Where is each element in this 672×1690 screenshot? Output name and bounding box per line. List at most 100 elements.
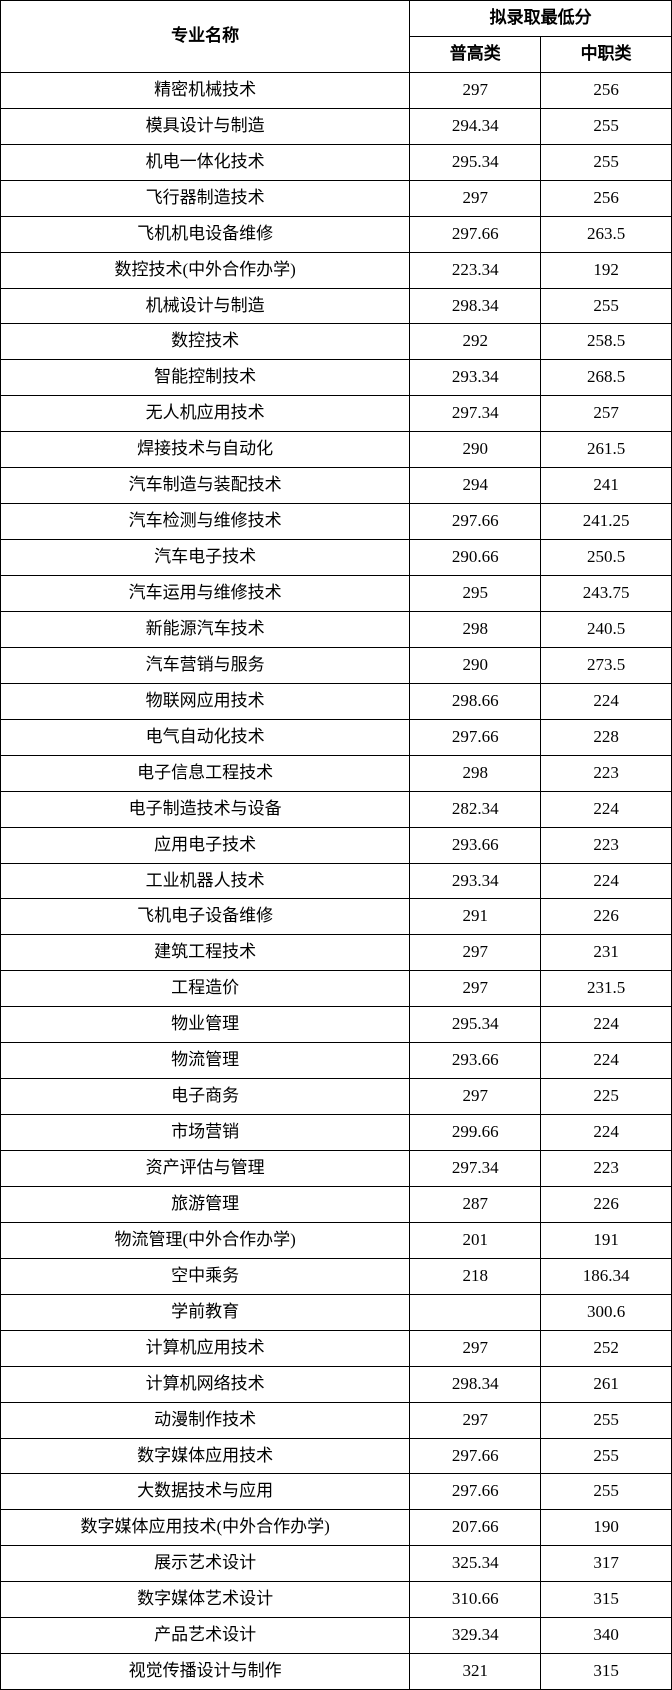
header-major: 专业名称 [1,1,410,73]
cell-zhongzhi-score: 300.6 [541,1294,672,1330]
table-row: 电子制造技术与设备282.34224 [1,791,672,827]
table-row: 电气自动化技术297.66228 [1,719,672,755]
cell-major: 汽车营销与服务 [1,647,410,683]
cell-zhongzhi-score: 258.5 [541,324,672,360]
cell-major: 飞机电子设备维修 [1,899,410,935]
cell-pugao-score: 321 [410,1654,541,1690]
cell-major: 电气自动化技术 [1,719,410,755]
cell-major: 新能源汽车技术 [1,611,410,647]
cell-zhongzhi-score: 256 [541,180,672,216]
cell-pugao-score: 290 [410,432,541,468]
table-row: 电子商务297225 [1,1079,672,1115]
table-row: 汽车营销与服务290273.5 [1,647,672,683]
header-score-group: 拟录取最低分 [410,1,672,37]
cell-major: 数控技术(中外合作办学) [1,252,410,288]
cell-zhongzhi-score: 315 [541,1582,672,1618]
cell-zhongzhi-score: 250.5 [541,540,672,576]
cell-zhongzhi-score: 223 [541,1151,672,1187]
cell-pugao-score: 207.66 [410,1510,541,1546]
table-row: 展示艺术设计325.34317 [1,1546,672,1582]
cell-pugao-score: 292 [410,324,541,360]
table-row: 视觉传播设计与制作321315 [1,1654,672,1690]
cell-zhongzhi-score: 255 [541,1438,672,1474]
table-row: 汽车制造与装配技术294241 [1,468,672,504]
table-row: 汽车运用与维修技术295243.75 [1,576,672,612]
cell-major: 空中乘务 [1,1258,410,1294]
cell-zhongzhi-score: 255 [541,288,672,324]
cell-major: 电子商务 [1,1079,410,1115]
table-row: 智能控制技术293.34268.5 [1,360,672,396]
cell-pugao-score: 295.34 [410,144,541,180]
table-row: 物业管理295.34224 [1,1007,672,1043]
cell-pugao-score: 297 [410,935,541,971]
table-row: 汽车电子技术290.66250.5 [1,540,672,576]
cell-pugao-score: 298.34 [410,1366,541,1402]
table-row: 飞机机电设备维修297.66263.5 [1,216,672,252]
cell-pugao-score: 295 [410,576,541,612]
cell-major: 电子制造技术与设备 [1,791,410,827]
cell-pugao-score: 293.66 [410,1043,541,1079]
table-row: 模具设计与制造294.34255 [1,108,672,144]
table-row: 机械设计与制造298.34255 [1,288,672,324]
table-row: 物流管理(中外合作办学)201191 [1,1222,672,1258]
cell-zhongzhi-score: 191 [541,1222,672,1258]
cell-zhongzhi-score: 224 [541,683,672,719]
cell-zhongzhi-score: 255 [541,144,672,180]
cell-major: 工业机器人技术 [1,863,410,899]
cell-major: 产品艺术设计 [1,1618,410,1654]
cell-zhongzhi-score: 261.5 [541,432,672,468]
cell-major: 展示艺术设计 [1,1546,410,1582]
cell-major: 焊接技术与自动化 [1,432,410,468]
cell-zhongzhi-score: 226 [541,899,672,935]
cell-zhongzhi-score: 317 [541,1546,672,1582]
cell-pugao-score: 294.34 [410,108,541,144]
cell-pugao-score: 297.66 [410,504,541,540]
table-row: 新能源汽车技术298240.5 [1,611,672,647]
table-row: 空中乘务218186.34 [1,1258,672,1294]
cell-major: 物流管理(中外合作办学) [1,1222,410,1258]
cell-zhongzhi-score: 255 [541,108,672,144]
table-row: 精密机械技术297256 [1,72,672,108]
table-row: 数字媒体应用技术297.66255 [1,1438,672,1474]
cell-pugao-score: 201 [410,1222,541,1258]
cell-pugao-score: 282.34 [410,791,541,827]
cell-pugao-score: 297 [410,971,541,1007]
cell-zhongzhi-score: 268.5 [541,360,672,396]
cell-pugao-score: 218 [410,1258,541,1294]
cell-major: 应用电子技术 [1,827,410,863]
cell-major: 物联网应用技术 [1,683,410,719]
cell-major: 精密机械技术 [1,72,410,108]
cell-major: 工程造价 [1,971,410,1007]
cell-pugao-score: 297 [410,1402,541,1438]
cell-pugao-score: 297 [410,72,541,108]
table-row: 物联网应用技术298.66224 [1,683,672,719]
cell-zhongzhi-score: 225 [541,1079,672,1115]
table-row: 物流管理293.66224 [1,1043,672,1079]
cell-zhongzhi-score: 231.5 [541,971,672,1007]
table-row: 资产评估与管理297.34223 [1,1151,672,1187]
cell-pugao-score: 298.34 [410,288,541,324]
cell-pugao-score: 297.34 [410,396,541,432]
cell-zhongzhi-score: 224 [541,1115,672,1151]
table-row: 焊接技术与自动化290261.5 [1,432,672,468]
cell-major: 机械设计与制造 [1,288,410,324]
cell-pugao-score: 297 [410,180,541,216]
cell-zhongzhi-score: 186.34 [541,1258,672,1294]
cell-major: 机电一体化技术 [1,144,410,180]
cell-major: 汽车检测与维修技术 [1,504,410,540]
cell-pugao-score: 298 [410,755,541,791]
cell-major: 学前教育 [1,1294,410,1330]
cell-major: 动漫制作技术 [1,1402,410,1438]
cell-major: 智能控制技术 [1,360,410,396]
admission-scores-table: 专业名称 拟录取最低分 普高类 中职类 精密机械技术297256模具设计与制造2… [0,0,672,1690]
cell-zhongzhi-score: 241.25 [541,504,672,540]
table-row: 建筑工程技术297231 [1,935,672,971]
cell-zhongzhi-score: 190 [541,1510,672,1546]
table-row: 汽车检测与维修技术297.66241.25 [1,504,672,540]
cell-pugao-score: 297 [410,1330,541,1366]
cell-pugao-score: 297.66 [410,719,541,755]
cell-major: 建筑工程技术 [1,935,410,971]
cell-zhongzhi-score: 255 [541,1402,672,1438]
cell-major: 数字媒体艺术设计 [1,1582,410,1618]
cell-major: 数字媒体应用技术 [1,1438,410,1474]
